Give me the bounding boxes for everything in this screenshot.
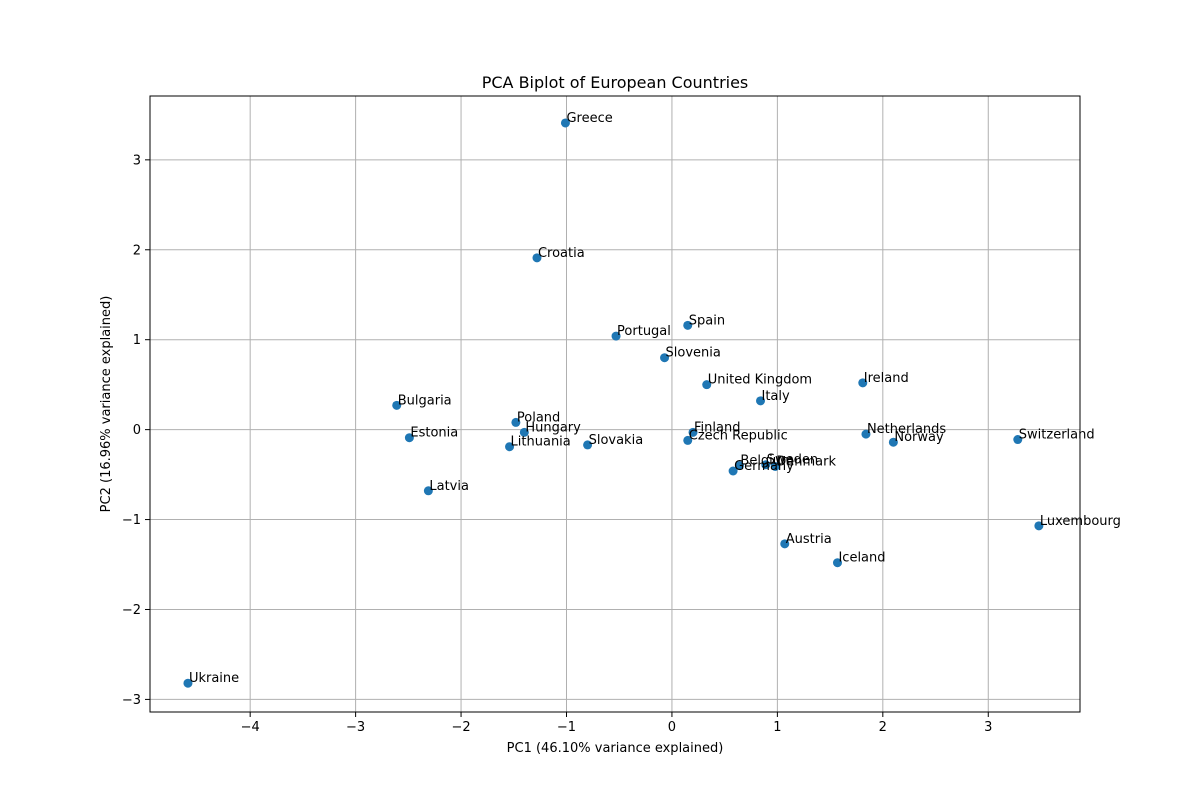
data-point xyxy=(702,380,712,390)
data-point-label: Finland xyxy=(694,420,740,435)
data-point-label: Spain xyxy=(689,313,725,328)
x-tick-label: −4 xyxy=(241,720,260,735)
data-point xyxy=(660,353,670,363)
data-point-label: Lithuania xyxy=(511,435,571,450)
data-point xyxy=(423,486,433,496)
data-point-label: Sweden xyxy=(767,453,818,468)
data-point-label: Norway xyxy=(894,430,944,445)
data-points xyxy=(183,118,1044,688)
data-point xyxy=(683,320,693,330)
grid-lines xyxy=(150,96,1080,712)
data-point xyxy=(583,440,593,450)
data-point-label: Portugal xyxy=(617,324,671,339)
data-point xyxy=(183,678,193,688)
data-point xyxy=(511,417,521,427)
y-tick-label: −3 xyxy=(122,693,141,708)
data-point-label: Belgium xyxy=(740,454,793,469)
y-tick-label: 2 xyxy=(133,243,141,258)
axis-ticks: −4 −3 −2 −1 0 1 2 3 −3 −2 −1 0 1 2 3 xyxy=(122,153,993,735)
data-point xyxy=(761,460,771,470)
data-point-label: Slovakia xyxy=(589,433,644,448)
data-point xyxy=(734,461,744,471)
x-tick-label: −1 xyxy=(557,720,576,735)
data-point xyxy=(505,442,515,452)
x-tick-label: 3 xyxy=(984,720,992,735)
data-point-label: United Kingdom xyxy=(708,373,812,388)
plot-area-frame xyxy=(149,95,1081,713)
data-point xyxy=(728,466,738,476)
data-point xyxy=(560,118,570,128)
data-point-label: Estonia xyxy=(410,426,458,441)
data-point xyxy=(532,253,542,263)
data-point-label: Italy xyxy=(762,389,791,404)
x-tick-label: 0 xyxy=(668,720,676,735)
data-point-label: Poland xyxy=(517,410,560,425)
data-point xyxy=(519,427,529,437)
data-point xyxy=(861,429,871,439)
y-tick-label: 0 xyxy=(133,423,141,438)
data-point-label: Ireland xyxy=(864,371,909,386)
data-point-label: Austria xyxy=(786,532,832,547)
data-point-label: Netherlands xyxy=(867,422,946,437)
data-point xyxy=(404,433,414,443)
x-tick-label: 2 xyxy=(879,720,887,735)
y-tick-label: 1 xyxy=(133,333,141,348)
data-point xyxy=(888,437,898,447)
y-tick-label: −2 xyxy=(122,603,141,618)
x-tick-label: −2 xyxy=(451,720,470,735)
data-point-label: Iceland xyxy=(838,551,885,566)
y-tick-label: −1 xyxy=(122,513,141,528)
data-point xyxy=(858,378,868,388)
data-point xyxy=(1013,435,1023,445)
data-point xyxy=(392,400,402,410)
data-point xyxy=(832,558,842,568)
y-tick-label: 3 xyxy=(133,153,141,168)
data-point-label: Switzerland xyxy=(1019,428,1095,443)
data-point-label: Croatia xyxy=(538,246,585,261)
data-point-label: Czech Republic xyxy=(689,428,788,443)
data-point xyxy=(683,435,693,445)
chart-title: PCA Biplot of European Countries xyxy=(482,73,749,92)
data-point-label: Denmark xyxy=(776,454,836,469)
data-point xyxy=(688,427,698,437)
data-point xyxy=(780,539,790,549)
data-point xyxy=(611,331,621,341)
y-axis-label: PC2 (16.96% variance explained) xyxy=(99,296,114,513)
data-point-label: Slovenia xyxy=(666,346,721,361)
point-labels: Greece Croatia Spain Portugal Slovenia United… xyxy=(189,111,1121,686)
x-tick-label: −3 xyxy=(346,720,365,735)
data-point-label: Ukraine xyxy=(189,671,239,686)
data-point-label: Bulgaria xyxy=(398,393,452,408)
x-tick-label: 1 xyxy=(773,720,781,735)
x-axis-label: PC1 (46.10% variance explained) xyxy=(507,741,724,756)
data-point-label: Latvia xyxy=(429,479,469,494)
data-point-label: Hungary xyxy=(525,420,581,435)
data-point-label: Germany xyxy=(734,459,794,474)
data-point-label: Greece xyxy=(566,111,612,126)
data-point xyxy=(770,461,780,471)
data-point xyxy=(1034,521,1044,531)
data-point xyxy=(756,396,766,406)
